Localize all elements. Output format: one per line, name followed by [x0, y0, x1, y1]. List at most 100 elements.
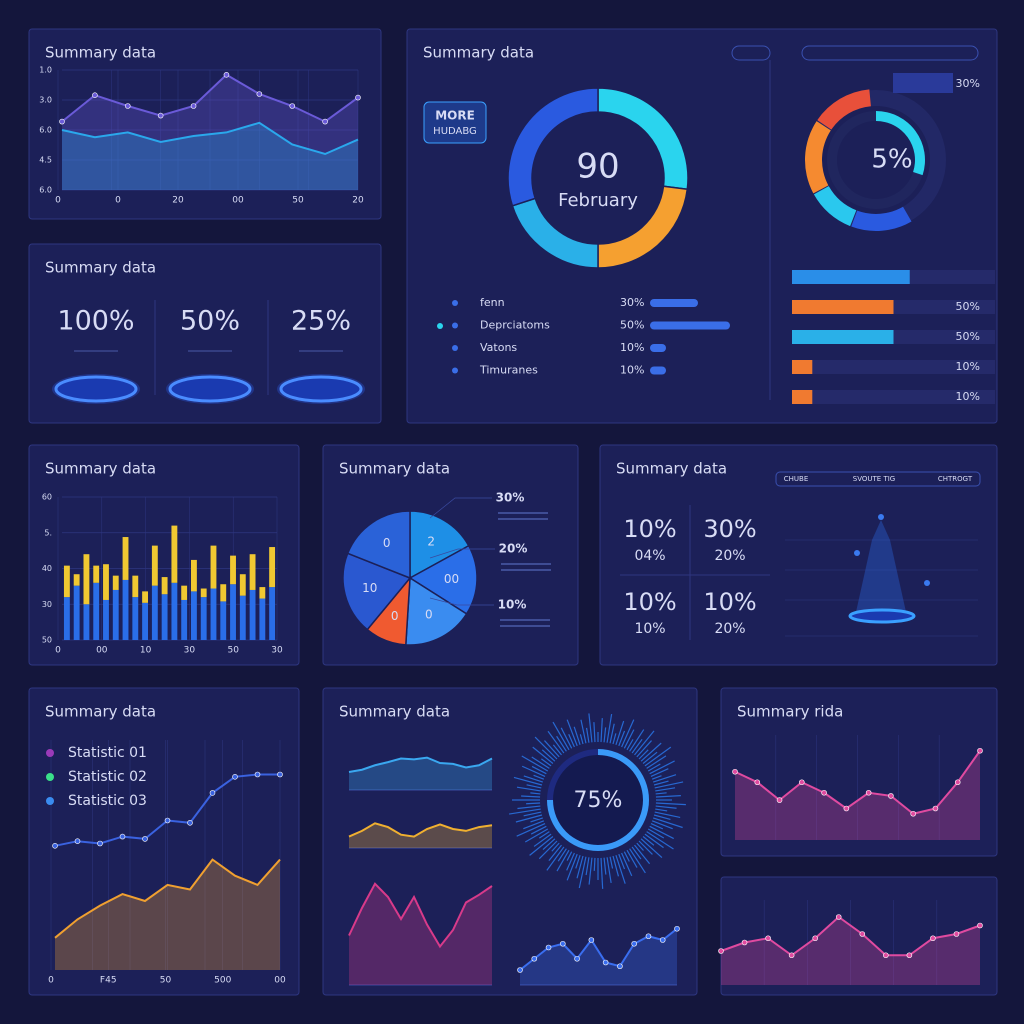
ring-spike [644, 746, 672, 767]
tab-bar [775, 471, 981, 487]
legend-label: Statistic 02 [68, 769, 147, 785]
point [92, 92, 98, 98]
legend-label: Timuranes [479, 364, 538, 377]
stat-ring [54, 375, 138, 403]
ring-spike [551, 842, 560, 852]
stat-value: 50% [180, 306, 240, 337]
line [720, 915, 981, 957]
ring-spike [636, 740, 652, 758]
ring-spike [609, 723, 615, 744]
bar [210, 588, 217, 640]
side-label: 30% [496, 491, 525, 505]
ring-spike [650, 823, 664, 830]
glow-dot [854, 550, 860, 556]
x-label: 500 [214, 976, 231, 986]
bar [249, 589, 256, 640]
y-label: 40 [42, 564, 52, 573]
ring-spike [529, 836, 554, 856]
bar [181, 599, 188, 640]
point [209, 790, 216, 796]
ring-spike [640, 838, 663, 858]
ring-label: 75% [574, 788, 623, 813]
x-label: 10 [140, 646, 152, 656]
ring-spike [526, 784, 542, 789]
ring-spike [647, 763, 661, 772]
pie-slice [346, 510, 411, 580]
ring-spike [655, 792, 667, 795]
x-label: 20 [352, 196, 364, 206]
area [721, 917, 980, 985]
panel-title: Summary data [45, 259, 156, 277]
ring-spike [621, 719, 635, 748]
ring-spike [552, 744, 562, 756]
point [574, 955, 580, 962]
panel [720, 876, 998, 996]
point [52, 842, 58, 849]
point [645, 933, 652, 940]
legend-dot [452, 367, 458, 374]
stat-big: 10% [703, 588, 756, 616]
point [164, 817, 171, 824]
panel-title: Summary data [423, 44, 534, 62]
point [977, 747, 983, 754]
bar [230, 584, 236, 640]
ring-spike [653, 780, 669, 786]
ring-spike [612, 733, 617, 745]
x-label: F45 [100, 976, 117, 986]
point [124, 103, 131, 109]
bar [161, 577, 168, 595]
inner-arc [876, 111, 925, 176]
point [674, 925, 680, 932]
area [349, 823, 492, 848]
bar [122, 579, 129, 640]
glow-dot [878, 514, 884, 520]
glow-dot [924, 580, 930, 586]
point [906, 952, 913, 959]
point [277, 771, 283, 778]
leader-line [429, 497, 492, 519]
bar [151, 545, 158, 586]
point [659, 937, 666, 943]
point [289, 103, 296, 109]
point [821, 789, 827, 796]
bar [132, 575, 139, 598]
point [232, 773, 238, 780]
bar [210, 545, 217, 589]
area [349, 883, 492, 985]
ring-spike [606, 713, 613, 743]
point [355, 94, 361, 101]
button[interactable] [423, 101, 487, 144]
tab-label: CHTROGT [938, 475, 973, 483]
x-label: 30 [184, 646, 196, 656]
point [883, 952, 889, 959]
legend-dot [46, 773, 54, 781]
ring-segment [851, 206, 912, 231]
bar [200, 588, 207, 598]
ring-spike [580, 719, 587, 744]
bar [269, 547, 276, 588]
legend-value: 30% [620, 296, 644, 309]
point [888, 793, 894, 799]
stat-big: 10% [623, 588, 676, 616]
bar [83, 604, 90, 640]
ring-spike [593, 722, 596, 743]
ring-spike [579, 734, 584, 745]
point [930, 935, 936, 942]
legend-label: Statistic 01 [68, 745, 147, 761]
ring-spike [629, 729, 645, 752]
panel [28, 28, 382, 220]
leader-line [429, 597, 494, 606]
ring-spike [593, 857, 596, 871]
ring-spike [534, 736, 558, 760]
point [953, 931, 960, 937]
ring-spike [615, 720, 625, 746]
ring-spike [552, 721, 570, 751]
ring-spike [516, 823, 546, 837]
legend-label: Statistic 03 [68, 793, 147, 809]
ring-spike [515, 814, 543, 823]
ring-spike [640, 742, 662, 762]
legend-value: 10% [620, 341, 644, 354]
leader-line [429, 548, 495, 559]
ring-spike [649, 825, 675, 840]
